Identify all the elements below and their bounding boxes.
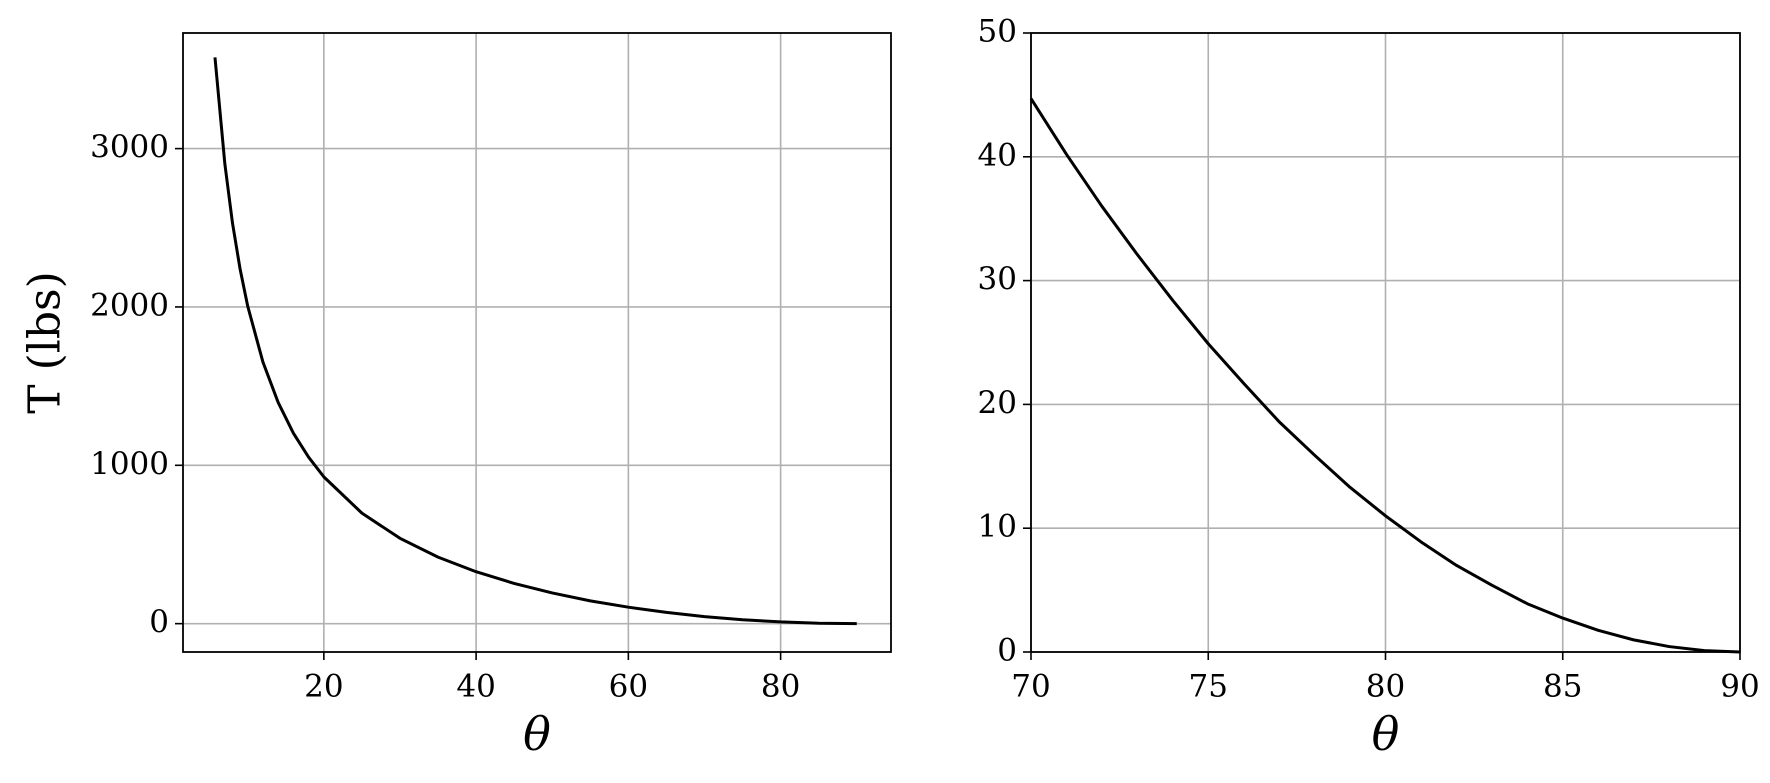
axes-frame — [1030, 32, 1741, 653]
x-axis-label: θ — [523, 707, 551, 761]
x-tick-label: 40 — [456, 669, 495, 705]
y-axis-label: T (lbs) — [20, 271, 71, 413]
x-tick-label: 20 — [304, 669, 343, 705]
x-tick-label: 80 — [1366, 669, 1405, 705]
y-tick-label: 40 — [978, 137, 1017, 173]
axes-frame — [182, 32, 892, 653]
y-tick-label: 2000 — [90, 287, 169, 323]
y-tick-label: 0 — [149, 604, 169, 640]
line-series — [1029, 97, 1741, 654]
x-tick-label: 75 — [1189, 669, 1228, 705]
x-tick-label: 60 — [609, 669, 648, 705]
y-tick-label: 30 — [978, 261, 1017, 297]
line-series — [213, 57, 857, 626]
x-tick-label: 80 — [761, 669, 800, 705]
y-tick-label: 20 — [978, 385, 1017, 421]
x-tick-label: 90 — [1720, 669, 1759, 705]
y-tick-label: 0 — [997, 633, 1017, 669]
y-tick-label: 50 — [978, 14, 1017, 50]
x-tick-label: 70 — [1011, 669, 1050, 705]
y-tick-label: 10 — [978, 509, 1017, 545]
y-tick-label: 1000 — [90, 446, 169, 482]
y-tick-label: 3000 — [90, 129, 169, 165]
x-tick-label: 85 — [1543, 669, 1582, 705]
x-axis-label: θ — [1372, 707, 1400, 761]
